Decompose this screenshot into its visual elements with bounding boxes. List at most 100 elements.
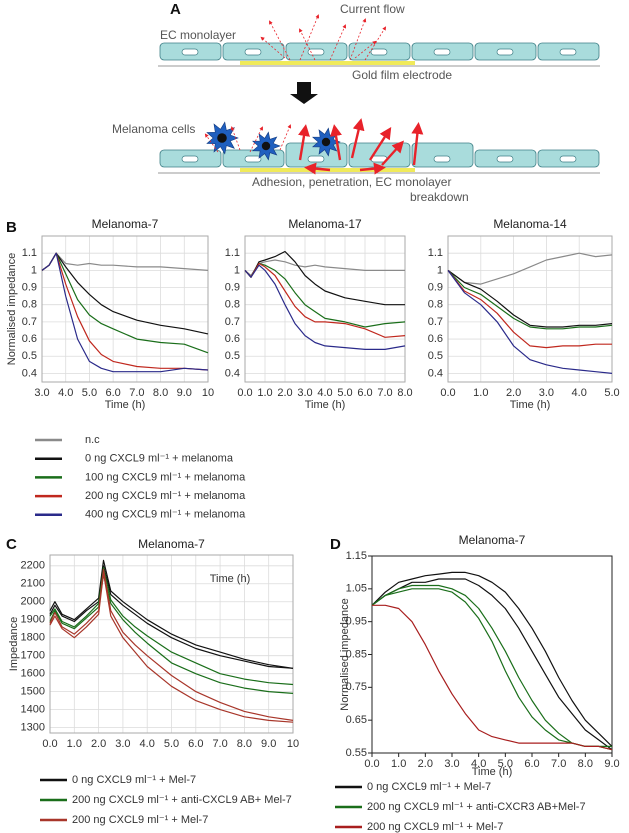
y-tick-label: 1600 bbox=[21, 668, 45, 680]
diagram-label: Adhesion, penetration, EC monolayer bbox=[252, 175, 451, 189]
legend-label: 400 ng CXCL9 ml⁻¹ + melanoma bbox=[85, 509, 246, 521]
x-tick-label: 1.0 bbox=[391, 758, 406, 770]
cell-nucleus bbox=[559, 48, 577, 56]
series-line bbox=[41, 252, 209, 373]
x-tick-label: 4.0 bbox=[58, 387, 73, 399]
cell-nucleus bbox=[181, 48, 199, 56]
y-tick-label: 1.05 bbox=[346, 583, 367, 595]
y-tick-label: 2200 bbox=[21, 560, 45, 572]
y-axis-label: Impedance bbox=[8, 617, 20, 671]
x-axis-label: Time (h) bbox=[510, 399, 551, 411]
series-line bbox=[447, 269, 613, 328]
x-tick-label: 1.0 bbox=[473, 387, 488, 399]
series-line bbox=[49, 565, 294, 669]
current-arrow bbox=[249, 126, 263, 153]
series-line bbox=[244, 262, 406, 338]
cell-nucleus bbox=[244, 48, 262, 56]
diagram-label: breakdown bbox=[410, 190, 469, 204]
x-tick-label: 8.0 bbox=[153, 387, 168, 399]
x-tick-label: 3.0 bbox=[444, 758, 459, 770]
cell-nucleus bbox=[433, 155, 451, 163]
cell-nucleus bbox=[496, 48, 514, 56]
down-arrow bbox=[290, 82, 318, 104]
chart-title: Melanoma-17 bbox=[288, 217, 362, 231]
y-tick-label: 1900 bbox=[21, 614, 45, 626]
current-arrow bbox=[354, 40, 377, 59]
endothelial-cell bbox=[411, 142, 474, 168]
y-tick-label: 1.1 bbox=[22, 247, 37, 259]
diagram-label: Melanoma cells bbox=[112, 122, 195, 136]
y-tick-label: 0.7 bbox=[225, 316, 240, 328]
current-arrow bbox=[298, 124, 310, 161]
x-tick-label: 3.0 bbox=[297, 387, 312, 399]
series-line bbox=[447, 270, 612, 349]
y-tick-label: 0.75 bbox=[346, 681, 367, 693]
x-tick-label: 10 bbox=[202, 387, 214, 399]
plot-frame bbox=[49, 554, 294, 734]
plot-area bbox=[371, 555, 613, 754]
x-tick-label: 7.0 bbox=[551, 758, 566, 770]
x-axis-label: Time (h) bbox=[105, 399, 146, 411]
y-tick-label: 0.5 bbox=[22, 350, 37, 362]
current-arrow bbox=[350, 118, 365, 159]
y-tick-label: 0.6 bbox=[225, 333, 240, 345]
cell-nucleus bbox=[559, 155, 577, 163]
x-tick-label: 8.0 bbox=[237, 738, 252, 750]
current-arrow bbox=[368, 126, 392, 161]
plot-frame bbox=[244, 235, 406, 383]
x-tick-label: 3.0 bbox=[34, 387, 49, 399]
x-tick-label: 8.0 bbox=[397, 387, 412, 399]
x-tick-label: 6.0 bbox=[105, 387, 120, 399]
y-tick-label: 0.7 bbox=[428, 316, 443, 328]
current-arrow bbox=[269, 20, 291, 61]
x-axis-label: Time (h) bbox=[472, 766, 513, 778]
y-tick-label: 0.6 bbox=[428, 333, 443, 345]
x-tick-label: 2.0 bbox=[418, 758, 433, 770]
chart: 0.4 0.5 0.6 0.7 0.8 0.9 1 1.1 0.0 1.0 2.0 3.0 4.0 5.0… bbox=[225, 217, 413, 411]
cell-nucleus bbox=[181, 155, 199, 163]
x-tick-label: 0.0 bbox=[42, 738, 57, 750]
y-tick-label: 0.4 bbox=[225, 367, 240, 379]
y-tick-label: 1 bbox=[234, 264, 240, 276]
x-tick-label: 2.0 bbox=[277, 387, 292, 399]
x-tick-label: 6.0 bbox=[188, 738, 203, 750]
panel-letter: A bbox=[170, 1, 181, 18]
legend-label: 200 ng CXCL9 ml⁻¹ + Mel-7 bbox=[367, 821, 503, 833]
current-arrow bbox=[359, 162, 386, 175]
series-line bbox=[49, 567, 294, 686]
series-line bbox=[49, 572, 294, 723]
current-arrow bbox=[204, 133, 219, 153]
chart-title: Melanoma-7 bbox=[459, 533, 526, 547]
current-arrow bbox=[279, 124, 292, 151]
y-tick-label: 1500 bbox=[21, 686, 45, 698]
y-tick-label: 0.65 bbox=[346, 714, 367, 726]
series-line bbox=[447, 269, 613, 330]
x-tick-label: 7.0 bbox=[377, 387, 392, 399]
series-line bbox=[49, 574, 294, 694]
melanoma-nucleus bbox=[321, 137, 331, 147]
y-tick-label: 0.6 bbox=[22, 333, 37, 345]
x-tick-label: 6.0 bbox=[357, 387, 372, 399]
y-tick-label: 1800 bbox=[21, 632, 45, 644]
legend-label: 0 ng CXCL9 ml⁻¹ + melanoma bbox=[85, 453, 234, 465]
y-tick-label: 0.9 bbox=[225, 281, 240, 293]
series-line bbox=[49, 559, 294, 669]
legend-label: 200 ng CXCL9 ml⁻¹ + melanoma bbox=[85, 490, 246, 502]
current-arrow bbox=[299, 28, 316, 61]
x-tick-label: 1.0 bbox=[67, 738, 82, 750]
y-tick-label: 0.9 bbox=[22, 281, 37, 293]
chart: 0.4 0.5 0.6 0.7 0.8 0.9 1 1.1 0.0 1.0 2.0 3.0 4.0 5.0… bbox=[428, 217, 620, 411]
y-axis-label: Normalised impedance bbox=[6, 253, 18, 366]
cell-nucleus bbox=[496, 155, 514, 163]
plot-area bbox=[41, 235, 209, 383]
plot-frame bbox=[371, 555, 613, 754]
y-tick-label: 2100 bbox=[21, 578, 45, 590]
x-tick-label: 7.0 bbox=[129, 387, 144, 399]
chart-title: Melanoma-7 bbox=[92, 217, 159, 231]
y-tick-label: 0.7 bbox=[22, 316, 37, 328]
x-tick-label: 6.0 bbox=[524, 758, 539, 770]
x-tick-label: 0.0 bbox=[440, 387, 455, 399]
plot-area bbox=[447, 235, 613, 383]
cell-nucleus bbox=[307, 155, 325, 163]
plot-frame bbox=[447, 235, 613, 383]
